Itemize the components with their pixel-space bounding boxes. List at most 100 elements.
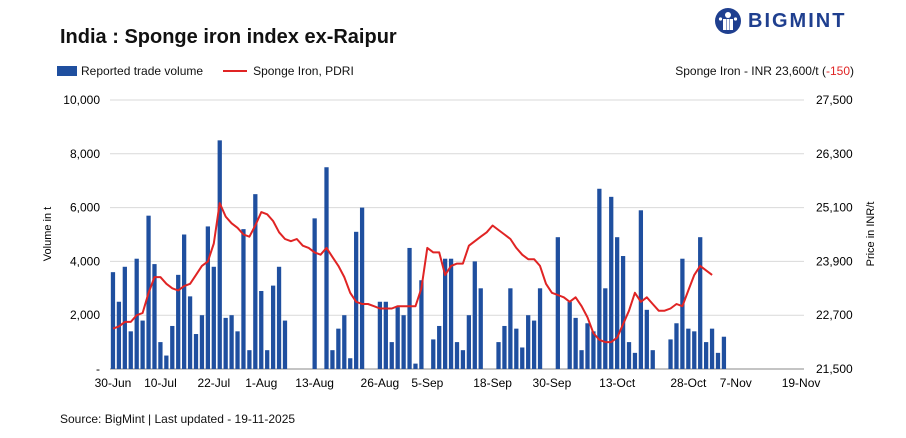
volume-bar bbox=[526, 315, 531, 369]
volume-bar bbox=[650, 350, 655, 369]
volume-bar bbox=[253, 194, 258, 369]
volume-bar bbox=[324, 167, 329, 369]
x-tick-label: 26-Aug bbox=[361, 376, 400, 390]
volume-bar bbox=[217, 140, 222, 369]
volume-bar bbox=[419, 280, 424, 369]
volume-bar bbox=[259, 290, 264, 369]
volume-bar bbox=[520, 347, 525, 369]
volume-bar bbox=[466, 315, 471, 369]
volume-bars bbox=[110, 140, 727, 369]
price-change: -150 bbox=[825, 64, 850, 78]
x-tick-label: 7-Nov bbox=[720, 376, 752, 390]
volume-bar bbox=[182, 234, 187, 369]
gridlines bbox=[110, 99, 804, 370]
volume-bar bbox=[158, 342, 163, 369]
volume-bar bbox=[395, 307, 400, 369]
volume-bar bbox=[312, 218, 317, 369]
x-tick-label: 28-Oct bbox=[670, 376, 707, 390]
volume-bar bbox=[709, 328, 715, 369]
volume-bar bbox=[407, 247, 412, 369]
x-tick-label: 13-Oct bbox=[599, 376, 636, 390]
volume-bar bbox=[478, 288, 483, 369]
volume-bar bbox=[644, 309, 649, 369]
volume-bar bbox=[383, 301, 388, 369]
volume-bar bbox=[502, 325, 507, 369]
volume-bar bbox=[152, 264, 157, 369]
volume-bar bbox=[721, 336, 727, 369]
chart-title: India : Sponge iron index ex-Raipur bbox=[60, 26, 397, 48]
volume-bar bbox=[591, 331, 596, 369]
volume-bar bbox=[170, 325, 175, 369]
right-tick-label: 27,500 bbox=[816, 93, 853, 107]
bigmint-emblem-icon bbox=[715, 8, 741, 34]
volume-bar bbox=[193, 334, 199, 369]
volume-bar bbox=[632, 352, 638, 369]
volume-bar bbox=[555, 237, 560, 369]
legend-bar-swatch bbox=[57, 66, 77, 76]
x-tick-label: 5-Sep bbox=[411, 376, 443, 390]
price-note-suffix: ) bbox=[850, 64, 854, 78]
price-note: Sponge Iron - INR 23,600/t (-150) bbox=[675, 64, 854, 78]
volume-bar bbox=[448, 258, 454, 369]
volume-bar bbox=[531, 320, 537, 369]
volume-bar bbox=[342, 315, 347, 369]
price-note-prefix: Sponge Iron - INR 23,600/t ( bbox=[675, 64, 826, 78]
volume-bar bbox=[567, 301, 572, 369]
x-tick-label: 19-Nov bbox=[782, 376, 821, 390]
volume-bar bbox=[508, 288, 513, 369]
volume-bar bbox=[626, 342, 632, 369]
volume-bar bbox=[282, 320, 288, 369]
volume-bar bbox=[603, 288, 608, 369]
volume-bar bbox=[140, 320, 145, 369]
volume-bar bbox=[537, 288, 543, 369]
volume-bar bbox=[270, 285, 276, 369]
x-tick-label: 30-Jun bbox=[95, 376, 132, 390]
volume-bar bbox=[205, 226, 211, 369]
volume-bar bbox=[223, 317, 228, 369]
right-axis-ticks: 21,500 22,700 23,900 25,100 26,300 27,500 bbox=[816, 93, 853, 376]
volume-bar bbox=[698, 237, 703, 369]
left-axis-ticks: - 2,000 4,000 6,000 8,000 10,000 bbox=[63, 93, 100, 376]
volume-bar bbox=[514, 328, 519, 369]
volume-bar bbox=[336, 328, 341, 369]
volume-bar bbox=[241, 229, 246, 369]
volume-bar bbox=[122, 266, 127, 369]
volume-bar bbox=[377, 301, 383, 369]
volume-bar bbox=[597, 188, 602, 369]
volume-bar bbox=[472, 261, 477, 369]
volume-bar bbox=[496, 342, 501, 369]
volume-bar bbox=[668, 339, 673, 369]
legend-bar-label: Reported trade volume bbox=[81, 64, 204, 78]
volume-bar bbox=[680, 258, 685, 369]
y-axis-label-left: Volume in t bbox=[42, 207, 54, 261]
left-tick-label: 4,000 bbox=[70, 254, 100, 268]
volume-bar bbox=[401, 315, 406, 369]
x-tick-label: 30-Sep bbox=[533, 376, 572, 390]
volume-bar bbox=[573, 317, 578, 369]
volume-bar bbox=[674, 323, 679, 369]
volume-bar bbox=[437, 325, 442, 369]
volume-bar bbox=[235, 331, 240, 369]
volume-bar bbox=[579, 350, 584, 369]
volume-bar bbox=[620, 256, 626, 369]
volume-bar bbox=[276, 266, 282, 369]
bigmint-logo: BIGMINT bbox=[714, 5, 846, 37]
left-tick-label: - bbox=[96, 362, 100, 376]
volume-bar bbox=[443, 258, 448, 369]
volume-bar bbox=[187, 296, 193, 369]
x-axis-ticks: 30-Jun 10-Jul 22-Jul 1-Aug 13-Aug 26-Aug 5-Sep… bbox=[95, 376, 821, 390]
volume-bar bbox=[389, 342, 394, 369]
volume-bar bbox=[615, 237, 620, 369]
right-tick-label: 22,700 bbox=[816, 308, 853, 322]
left-tick-label: 2,000 bbox=[70, 308, 100, 322]
volume-bar bbox=[454, 342, 460, 369]
volume-bar bbox=[164, 355, 169, 369]
volume-bar bbox=[134, 258, 139, 369]
volume-bar bbox=[609, 196, 614, 369]
x-tick-label: 22-Jul bbox=[197, 376, 230, 390]
right-tick-label: 23,900 bbox=[816, 254, 853, 268]
volume-bar bbox=[229, 315, 234, 369]
volume-bar bbox=[348, 358, 353, 369]
right-tick-label: 25,100 bbox=[816, 201, 853, 215]
